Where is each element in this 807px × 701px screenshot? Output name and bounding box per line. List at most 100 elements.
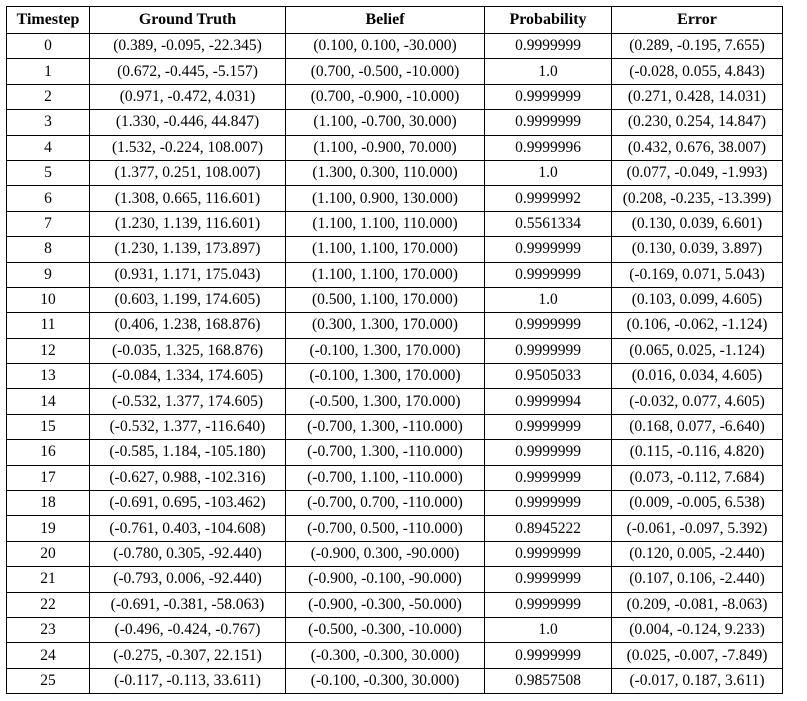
cell-error: (0.289, -0.195, 7.655) — [611, 32, 783, 60]
cell-belief: (-0.900, -0.100, -90.000) — [285, 566, 485, 593]
cell-probability: 0.8945222 — [484, 515, 612, 542]
cell-ground-truth: (-0.496, -0.424, -0.767) — [89, 616, 286, 644]
cell-belief: (-0.100, 1.300, 170.000) — [285, 363, 485, 390]
cell-error: (-0.032, 0.077, 4.605) — [611, 388, 783, 415]
cell-probability: 0.9999999 — [484, 83, 612, 111]
cell-probability: 1.0 — [484, 58, 612, 85]
cell-timestep: 13 — [6, 363, 90, 390]
cell-ground-truth: (1.230, 1.139, 173.897) — [89, 236, 286, 263]
table-row: 3 (1.330, -0.446, 44.847) (1.100, -0.700, … — [6, 109, 783, 136]
table-row: 6 (1.308, 0.665, 116.601) (1.100, 0.900, 1… — [6, 185, 783, 212]
cell-probability: 0.9999999 — [484, 642, 612, 669]
cell-belief: (1.100, 1.100, 110.000) — [285, 210, 485, 238]
cell-belief: (0.500, 1.100, 170.000) — [285, 286, 485, 314]
cell-probability: 0.9999999 — [484, 261, 612, 288]
cell-timestep: 11 — [6, 312, 90, 339]
cell-belief: (-0.100, 1.300, 170.000) — [285, 337, 485, 365]
cell-timestep: 16 — [6, 439, 90, 466]
cell-timestep: 12 — [6, 337, 90, 365]
cell-timestep: 20 — [6, 540, 90, 568]
cell-error: (0.025, -0.007, -7.849) — [611, 642, 783, 669]
cell-ground-truth: (0.603, 1.199, 174.605) — [89, 286, 286, 314]
header-row: Timestep Ground Truth Belief Probability… — [6, 6, 783, 34]
cell-ground-truth: (0.931, 1.171, 175.043) — [89, 261, 286, 288]
cell-timestep: 17 — [6, 464, 90, 492]
cell-belief: (-0.100, -0.300, 30.000) — [285, 667, 485, 695]
cell-timestep: 1 — [6, 58, 90, 85]
header-timestep: Timestep — [6, 6, 90, 34]
header-error: Error — [611, 6, 783, 34]
cell-belief: (0.700, -0.500, -10.000) — [285, 58, 485, 85]
cell-timestep: 22 — [6, 591, 90, 618]
cell-probability: 0.9999992 — [484, 185, 612, 212]
cell-belief: (-0.500, 1.300, 170.000) — [285, 388, 485, 415]
cell-belief: (-0.700, 0.700, -110.000) — [285, 490, 485, 517]
cell-timestep: 14 — [6, 388, 90, 415]
cell-belief: (-0.500, -0.300, -10.000) — [285, 616, 485, 644]
table-row: 4 (1.532, -0.224, 108.007) (1.100, -0.900,… — [6, 134, 783, 161]
cell-belief: (1.100, 0.900, 130.000) — [285, 185, 485, 212]
cell-timestep: 25 — [6, 667, 90, 695]
cell-probability: 1.0 — [484, 159, 612, 187]
cell-ground-truth: (-0.627, 0.988, -102.316) — [89, 464, 286, 492]
cell-error: (0.073, -0.112, 7.684) — [611, 464, 783, 492]
cell-ground-truth: (0.406, 1.238, 168.876) — [89, 312, 286, 339]
cell-belief: (-0.700, 1.100, -110.000) — [285, 464, 485, 492]
table-row: 7 (1.230, 1.139, 116.601) (1.100, 1.100, 1… — [6, 210, 783, 238]
cell-probability: 0.9999999 — [484, 337, 612, 365]
cell-ground-truth: (1.532, -0.224, 108.007) — [89, 134, 286, 161]
table-row: 15 (-0.532, 1.377, -116.640) (-0.700, 1.30… — [6, 413, 783, 441]
cell-ground-truth: (-0.585, 1.184, -105.180) — [89, 439, 286, 466]
cell-ground-truth: (-0.532, 1.377, -116.640) — [89, 413, 286, 441]
table-row: 22 (-0.691, -0.381, -58.063) (-0.900, -0.3… — [6, 591, 783, 618]
cell-ground-truth: (0.971, -0.472, 4.031) — [89, 83, 286, 111]
cell-belief: (-0.900, 0.300, -90.000) — [285, 540, 485, 568]
cell-probability: 0.9999999 — [484, 236, 612, 263]
cell-probability: 0.9999996 — [484, 134, 612, 161]
cell-belief: (-0.700, 1.300, -110.000) — [285, 413, 485, 441]
table-row: 21 (-0.793, 0.006, -92.440) (-0.900, -0.10… — [6, 566, 783, 593]
cell-timestep: 7 — [6, 210, 90, 238]
cell-timestep: 21 — [6, 566, 90, 593]
table-row: 5 (1.377, 0.251, 108.007) (1.300, 0.300, 1… — [6, 159, 783, 187]
cell-timestep: 8 — [6, 236, 90, 263]
cell-probability: 0.9999999 — [484, 566, 612, 593]
table-row: 20 (-0.780, 0.305, -92.440) (-0.900, 0.300… — [6, 540, 783, 568]
cell-probability: 0.9999999 — [484, 312, 612, 339]
cell-error: (0.016, 0.034, 4.605) — [611, 363, 783, 390]
table-row: 10 (0.603, 1.199, 174.605) (0.500, 1.100, … — [6, 286, 783, 314]
cell-error: (-0.017, 0.187, 3.611) — [611, 667, 783, 695]
cell-ground-truth: (-0.761, 0.403, -104.608) — [89, 515, 286, 542]
cell-belief: (-0.900, -0.300, -50.000) — [285, 591, 485, 618]
cell-probability: 0.9999999 — [484, 540, 612, 568]
cell-ground-truth: (1.230, 1.139, 116.601) — [89, 210, 286, 238]
cell-error: (0.230, 0.254, 14.847) — [611, 109, 783, 136]
cell-ground-truth: (1.330, -0.446, 44.847) — [89, 109, 286, 136]
cell-timestep: 19 — [6, 515, 90, 542]
cell-error: (0.120, 0.005, -2.440) — [611, 540, 783, 568]
table-row: 0 (0.389, -0.095, -22.345) (0.100, 0.100, … — [6, 32, 783, 60]
cell-probability: 0.9999999 — [484, 591, 612, 618]
cell-timestep: 5 — [6, 159, 90, 187]
cell-probability: 0.9999999 — [484, 32, 612, 60]
cell-timestep: 4 — [6, 134, 90, 161]
cell-timestep: 0 — [6, 32, 90, 60]
cell-error: (0.130, 0.039, 3.897) — [611, 236, 783, 263]
cell-belief: (1.100, 1.100, 170.000) — [285, 261, 485, 288]
cell-timestep: 23 — [6, 616, 90, 644]
cell-error: (0.107, 0.106, -2.440) — [611, 566, 783, 593]
cell-error: (0.115, -0.116, 4.820) — [611, 439, 783, 466]
cell-belief: (0.300, 1.300, 170.000) — [285, 312, 485, 339]
cell-error: (0.004, -0.124, 9.233) — [611, 616, 783, 644]
cell-timestep: 18 — [6, 490, 90, 517]
table-row: 23 (-0.496, -0.424, -0.767) (-0.500, -0.30… — [6, 616, 783, 644]
table-row: 12 (-0.035, 1.325, 168.876) (-0.100, 1.300… — [6, 337, 783, 365]
results-table: Timestep Ground Truth Belief Probability… — [6, 6, 783, 695]
cell-timestep: 9 — [6, 261, 90, 288]
table-row: 19 (-0.761, 0.403, -104.608) (-0.700, 0.50… — [6, 515, 783, 542]
cell-ground-truth: (1.308, 0.665, 116.601) — [89, 185, 286, 212]
cell-error: (0.106, -0.062, -1.124) — [611, 312, 783, 339]
cell-timestep: 6 — [6, 185, 90, 212]
cell-timestep: 2 — [6, 83, 90, 111]
cell-belief: (1.100, -0.900, 70.000) — [285, 134, 485, 161]
